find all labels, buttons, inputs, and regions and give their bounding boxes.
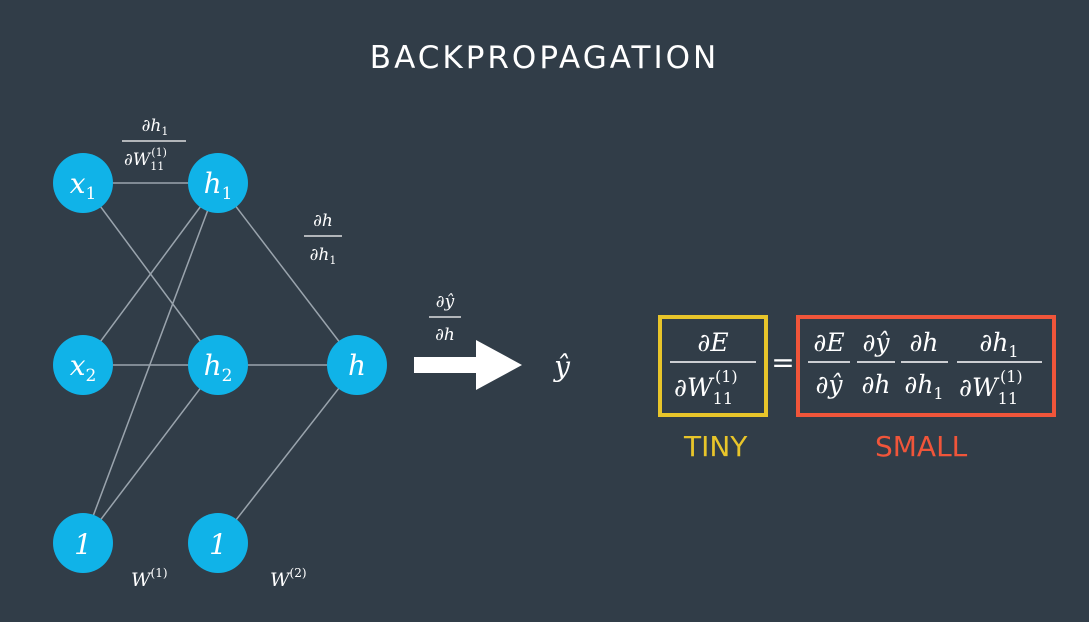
svg-text:∂ŷ: ∂ŷ <box>436 292 455 312</box>
svg-text:∂h1: ∂h1 <box>904 370 943 403</box>
svg-text:∂E: ∂E <box>813 328 844 357</box>
edge-bias1-h2 <box>82 364 219 544</box>
rhs-term-4: ∂h1 ∂W11(1) <box>957 328 1042 408</box>
equation-rhs: ∂E ∂ŷ ∂ŷ ∂h ∂h ∂h1 ∂h1 ∂W11(1) <box>808 328 1042 408</box>
node-h1 <box>188 153 248 213</box>
edge-label-arrow: ∂ŷ ∂h <box>429 292 461 345</box>
node-h-label: h <box>348 349 366 382</box>
equals-sign: = <box>771 346 794 379</box>
tiny-box <box>658 315 768 417</box>
svg-text:∂E: ∂E <box>697 328 728 357</box>
node-x1 <box>53 153 113 213</box>
svg-text:∂h1: ∂h1 <box>142 116 169 138</box>
svg-text:∂W11(1): ∂W11(1) <box>959 367 1023 408</box>
rhs-term-3: ∂h ∂h1 <box>901 328 948 403</box>
node-h2-label: h2 <box>204 349 233 386</box>
node-bias1-label: 1 <box>74 528 92 561</box>
node-h2 <box>188 335 248 395</box>
slide-title: BACKPROPAGATION <box>369 40 720 76</box>
caption-tiny: TINY <box>684 430 748 463</box>
network-nodes <box>53 153 387 573</box>
equation-lhs: ∂E ∂W11(1) <box>670 328 756 408</box>
svg-text:∂h: ∂h <box>861 370 890 399</box>
edge-x2-h1 <box>82 182 219 366</box>
svg-text:∂ŷ: ∂ŷ <box>862 328 890 357</box>
node-bias2 <box>188 513 248 573</box>
edge-bias1-h1 <box>82 182 219 544</box>
node-bias2-label: 1 <box>209 528 227 561</box>
svg-text:∂ŷ: ∂ŷ <box>815 370 843 399</box>
svg-text:∂W11(1): ∂W11(1) <box>124 146 167 173</box>
node-h1-label: h1 <box>204 167 233 204</box>
node-x1-label: x1 <box>70 167 97 204</box>
svg-text:∂W11(1): ∂W11(1) <box>674 367 738 408</box>
weight-label-w1: W(1) <box>131 566 168 591</box>
node-h <box>327 335 387 395</box>
svg-text:∂h: ∂h <box>909 328 938 357</box>
rhs-term-1: ∂E ∂ŷ <box>808 328 850 399</box>
small-box <box>796 315 1056 417</box>
node-bias1 <box>53 513 113 573</box>
svg-text:∂h1: ∂h1 <box>310 245 337 267</box>
svg-text:∂h: ∂h <box>435 325 455 345</box>
svg-text:∂h1: ∂h1 <box>979 328 1018 361</box>
rhs-term-2: ∂ŷ ∂h <box>857 328 895 399</box>
weight-label-w2: W(2) <box>270 566 307 591</box>
caption-small: SMALL <box>875 430 968 463</box>
node-x2-label: x2 <box>70 349 97 386</box>
edge-label-x1-h1: ∂h1 ∂W11(1) <box>122 116 186 173</box>
edge-label-h1-h: ∂h ∂h1 <box>304 211 342 267</box>
edge-bias2-h <box>217 364 358 544</box>
svg-text:∂h: ∂h <box>313 211 333 231</box>
forward-arrow <box>414 340 522 390</box>
output-label: ŷ <box>552 350 571 383</box>
edge-h1-h <box>217 182 358 366</box>
node-x2 <box>53 335 113 395</box>
